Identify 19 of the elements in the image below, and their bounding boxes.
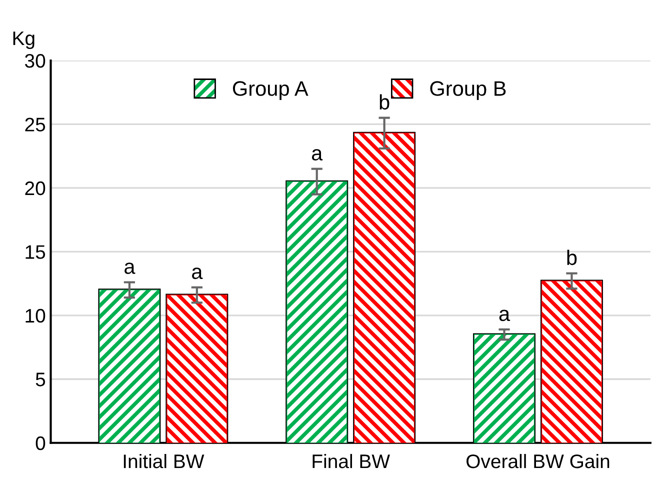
annotation: b: [567, 250, 577, 266]
y-tick-label: 25: [25, 118, 46, 132]
y-tick-label: 10: [26, 308, 46, 323]
legend-label: Group A: [232, 81, 308, 100]
annotation: a: [192, 268, 203, 280]
y-tick-label: 5: [36, 372, 46, 386]
annotation: b: [380, 94, 390, 110]
y-tick-label: 30: [24, 54, 46, 68]
y-tick-label: 0: [36, 436, 46, 450]
annotation: a: [499, 310, 510, 322]
annotation: a: [124, 262, 136, 274]
x-tick-label: Final BW: [312, 454, 390, 468]
legend-label: Group B: [430, 81, 506, 100]
x-tick-label: Overall BW Gain: [466, 454, 610, 468]
annotation: a: [312, 149, 323, 161]
y-tick-label: 15: [26, 245, 46, 259]
y-axis-title: Kg: [13, 32, 34, 50]
x-tick-label: Initial BW: [124, 454, 204, 468]
y-tick-label: 20: [25, 181, 46, 196]
